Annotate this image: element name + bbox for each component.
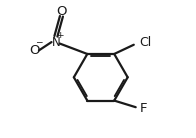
- Text: O: O: [30, 44, 40, 57]
- Text: F: F: [139, 102, 147, 115]
- Text: Cl: Cl: [139, 36, 152, 49]
- Text: O: O: [56, 5, 67, 18]
- Text: N: N: [52, 36, 60, 49]
- Text: −: −: [35, 38, 43, 47]
- Text: +: +: [56, 31, 64, 40]
